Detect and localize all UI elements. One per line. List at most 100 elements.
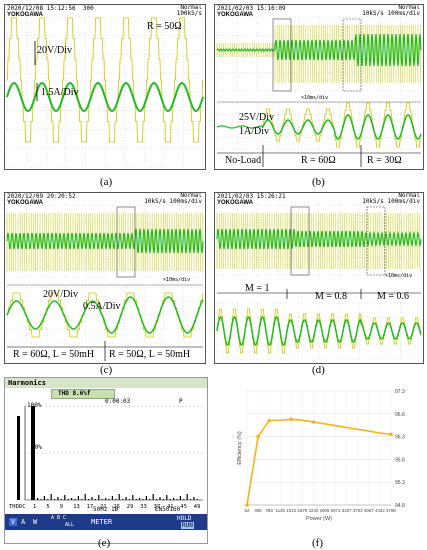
scope-b-brand: YOKOGAWA [217,12,254,18]
harmonic-bar [152,494,154,500]
efficiency-y-label: Efficiency (%) [237,431,243,465]
harmonic-bar [108,499,110,500]
caption-c: (c) [100,364,113,376]
harmonic-bar [88,499,90,500]
label-m06: M = 0.6 [377,291,410,302]
efficiency-x-tick: 1876 [297,508,307,513]
fundamental-bar [31,406,35,500]
harmonic-bar [122,499,124,500]
current-zoom-c [6,296,204,334]
harmonic-bar [57,497,59,500]
label-m08: M = 0.8 [315,291,348,302]
zoom-window-b2 [342,18,362,92]
harmonics-x-tick: 49 [194,504,201,510]
softkey-all[interactable]: ALL [65,522,75,528]
harmonics-x-tick: THDDC [9,504,26,510]
efficiency-y-tick: 96.3 [395,435,405,441]
thd-value: THD 8.6%f [58,390,91,397]
softkey-run[interactable]: RUN [181,522,194,529]
harmonics-title: Harmonics [8,379,46,387]
efficiency-x-tick: 1510 [286,508,296,513]
harmonics-x-tick: 37 [154,504,161,510]
efficiency-x-label: Power (W) [306,516,332,522]
harmonics-x-tick: 33 [140,504,147,510]
efficiency-x-tick: 405 [254,508,262,513]
label-m1: M = 1 [245,283,270,294]
current-trace-d [216,228,422,250]
efficiency-y-tick: 97.3 [395,389,405,395]
scope-panel-a: 2020/12/08 15:12:56 300 Normal 100kS/s YO… [4,4,206,170]
efficiency-y-tick: 94.8 [395,503,405,509]
harmonics-x-tick: 25 [113,504,120,510]
caption-b: (b) [312,176,325,188]
efficiency-point [245,503,249,507]
voltage-zoom-b [263,102,421,148]
zoom-window-b1 [272,18,292,92]
efficiency-y-tick: 95.3 [395,480,405,486]
zoom-window-d1 [290,206,310,276]
scope-a-rate: Normal 100kS/s [176,4,202,17]
harmonic-bar [135,499,137,500]
softkey-a[interactable]: A [21,518,26,526]
harmonic-bar [37,498,39,500]
harmonic-bar [54,499,56,500]
harmonic-bar [186,494,188,500]
harmonic-bar [60,499,62,500]
harmonic-bar [183,499,185,500]
harmonics-x-tick: 17 [87,504,94,510]
time-readout: 0:00:03 [105,398,131,405]
harmonic-bar [67,499,69,500]
efficiency-chart: 97.3 96.8 96.3 95.8 95.3 94.8 52 405 783 1145 1510… [213,383,423,533]
label-r30-b: R = 30Ω [367,155,402,166]
efficiency-point [289,417,294,422]
harmonic-bar [142,499,144,500]
current-zoom-d [216,316,422,346]
efficiency-x-tick: 4067 [364,508,374,513]
efficiency-x-tick: 1145 [276,508,286,513]
thd-box: THD 8.6%f [51,389,115,399]
efficiency-point [256,434,260,439]
scope-a-brand: YOKOGAWA [7,12,44,18]
harmonics-x-tick: 5 [46,504,49,510]
label-idiv-b: 1A/Div [239,126,269,137]
label-vdiv-c: 20V/Div [43,289,78,300]
efficiency-x-tick: 2971 [331,508,341,513]
caption-d: (d) [312,364,325,376]
softkey-w[interactable]: W [33,518,38,526]
harmonics-screen: Harmonics THD 8.6%f 0:00:03 P 100% 50% T… [4,377,208,544]
current-zoom-b-load [262,114,422,140]
harmonics-x-tick: 9 [60,504,63,510]
label-resistance-a: R = 50Ω [147,21,182,32]
softkey-bar: V A W A B C ALL METER HOLD RUN [5,514,207,530]
softkey-abc[interactable]: A B C [51,515,67,521]
harmonic-bar [156,499,158,500]
zoom-window-d2 [366,206,386,276]
scope-b-timestamp: 2021/02/03 15:16:09 [217,5,286,12]
harmonic-bar [169,499,171,500]
harmonic-bar [145,496,147,500]
harmonic-bar [190,499,192,500]
softkey-hold[interactable]: HOLD [177,515,192,522]
scope-c-rate: Normal 10kS/s 100ms/div [144,192,202,205]
scope-c-brand: YOKOGAWA [7,200,44,206]
current-trace-c [6,228,204,254]
efficiency-line [246,418,392,506]
softkey-v[interactable]: V [9,518,18,526]
efficiency-x-tick: 4798 [386,508,396,513]
scope-a-timestamp: 2020/12/08 15:12:56 300 [7,5,94,12]
efficiency-y-tick: 95.8 [395,457,405,463]
softkey-meter[interactable]: METER [91,518,113,526]
efficiency-point [389,432,393,437]
label-r50-l50: R = 50Ω, L = 50mH [109,349,191,360]
y-100-label: 100% [27,402,42,409]
label-idiv-c: 0.5A/Div [83,301,121,312]
scope-panel-b: 2021/02/03 15:16:09 Normal 10kS/s 100ms/d… [214,4,424,170]
voltage-waveform-a [7,17,203,143]
label-no-load: No-Load [225,155,262,166]
harmonic-bar [94,499,96,500]
harmonic-bar [91,497,93,500]
harmonic-bar [162,499,164,500]
efficiency-x-tick: 52 [245,508,250,513]
harmonic-bar [47,499,49,500]
harmonic-bar [71,498,73,500]
